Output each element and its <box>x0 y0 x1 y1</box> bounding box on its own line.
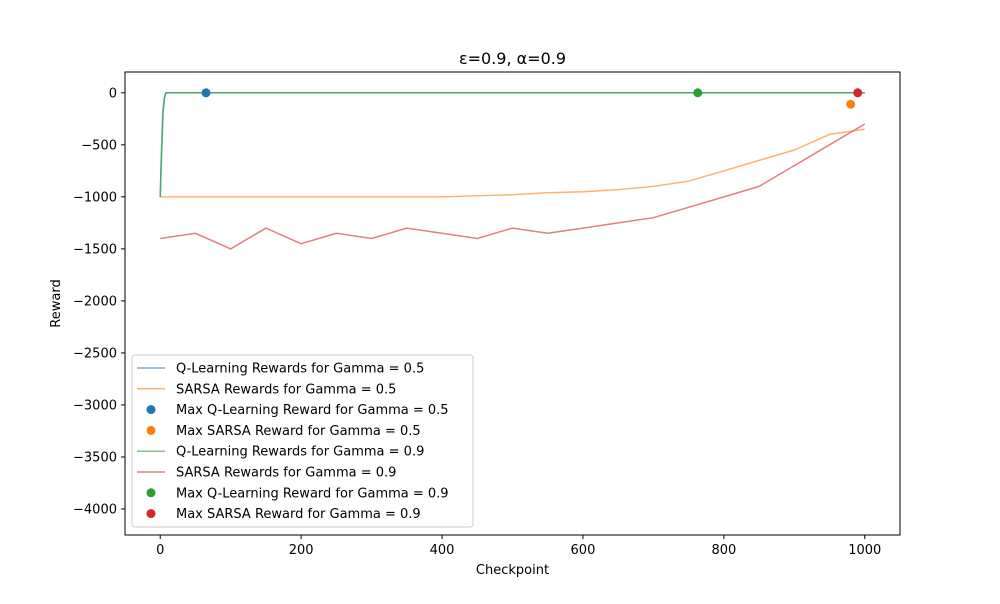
series-line-1 <box>160 128 865 198</box>
max-point-7 <box>853 88 863 98</box>
legend-entry-0: Q-Learning Rewards for Gamma = 0.5 <box>176 362 424 377</box>
y-tick-label: −3500 <box>73 450 117 465</box>
y-tick-label: −2500 <box>73 346 117 361</box>
x-tick-label: 0 <box>156 543 164 558</box>
y-tick-label: 0 <box>109 86 117 101</box>
x-tick-label: 1000 <box>848 543 881 558</box>
legend-dot-swatch <box>146 488 156 498</box>
legend-box <box>131 354 474 528</box>
legend-entry-3: Max SARSA Reward for Gamma = 0.5 <box>176 424 421 439</box>
y-tick-label: −500 <box>81 138 117 153</box>
y-axis-label: Reward <box>49 279 64 327</box>
legend-dot-swatch <box>146 509 156 519</box>
legend: Q-Learning Rewards for Gamma = 0.5 SARSA … <box>131 354 474 528</box>
y-tick-label: −2000 <box>73 294 117 309</box>
series-line-0 <box>159 92 865 197</box>
y-tick-label: −1500 <box>73 242 117 257</box>
x-tick-label: 600 <box>571 543 596 558</box>
legend-entry-5: SARSA Rewards for Gamma = 0.9 <box>176 466 396 481</box>
series-line-5 <box>160 123 866 250</box>
legend-dot-swatch <box>146 425 156 435</box>
y-tick-label: −1000 <box>73 190 117 205</box>
x-tick-label: 400 <box>430 543 455 558</box>
max-point-2 <box>201 88 211 98</box>
x-tick-label: 800 <box>711 543 736 558</box>
x-tick-label: 200 <box>289 543 314 558</box>
y-tick-label: −4000 <box>73 502 117 517</box>
legend-dot-swatch <box>146 405 156 415</box>
max-point-6 <box>693 88 703 98</box>
legend-entry-4: Q-Learning Rewards for Gamma = 0.9 <box>176 445 424 460</box>
y-tick-label: −3000 <box>73 398 117 413</box>
max-point-3 <box>846 99 856 109</box>
legend-entry-1: SARSA Rewards for Gamma = 0.5 <box>176 382 396 397</box>
series-line-4 <box>159 92 865 197</box>
plot-frame <box>124 71 901 536</box>
legend-entry-7: Max SARSA Reward for Gamma = 0.9 <box>176 507 421 522</box>
x-axis-label: Checkpoint <box>476 563 549 578</box>
chart-title: ε=0.9, α=0.9 <box>459 49 566 68</box>
legend-entry-6: Max Q-Learning Reward for Gamma = 0.9 <box>176 486 449 501</box>
legend-entry-2: Max Q-Learning Reward for Gamma = 0.5 <box>176 403 449 418</box>
